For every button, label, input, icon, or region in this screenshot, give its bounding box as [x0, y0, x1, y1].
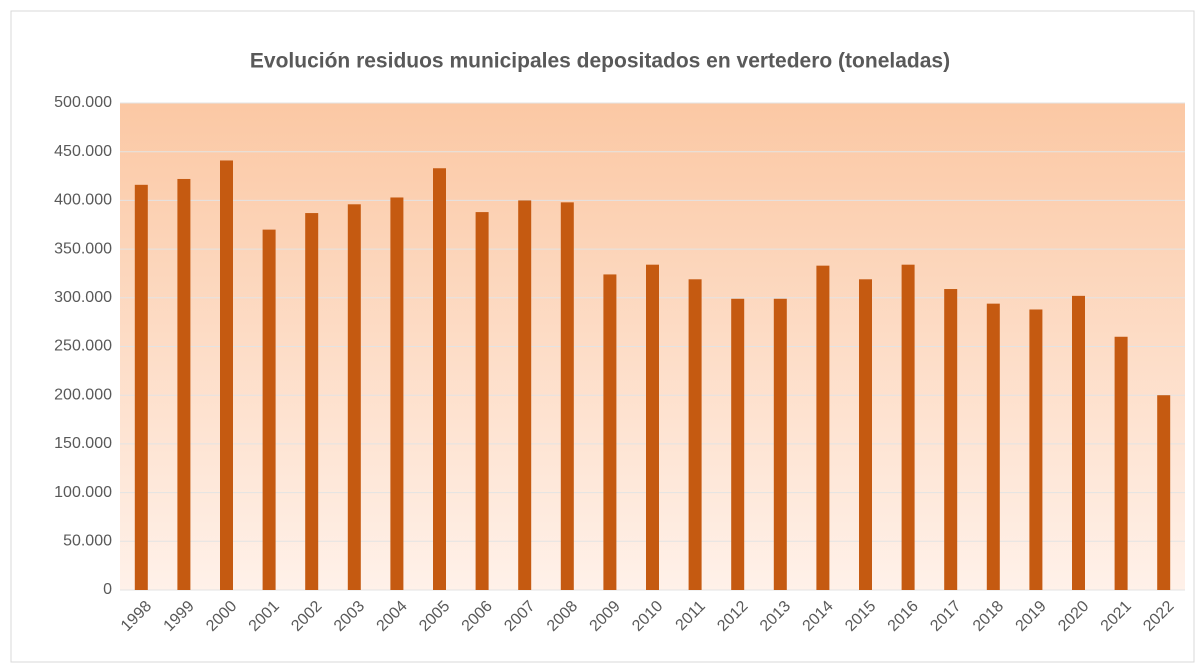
y-tick-label: 500.000 [54, 94, 112, 111]
bar [603, 274, 617, 590]
bar [220, 160, 233, 590]
bar [518, 200, 532, 590]
bar [1072, 295, 1085, 590]
y-tick-label: 300.000 [54, 289, 112, 306]
bar [177, 178, 191, 591]
y-tick-label: 350.000 [54, 240, 112, 257]
bar [1157, 395, 1171, 590]
bar [305, 213, 319, 590]
bar [816, 265, 830, 590]
y-tick-label: 450.000 [54, 143, 112, 160]
bar [134, 184, 148, 591]
bar [688, 279, 702, 590]
bar [390, 197, 404, 590]
bar [262, 229, 276, 590]
bar [944, 289, 958, 590]
bar [901, 264, 915, 590]
y-tick-label: 100.000 [54, 484, 112, 501]
bar [1114, 336, 1128, 590]
bar [646, 264, 659, 590]
chart-title: Evolución residuos municipales depositad… [250, 50, 950, 73]
y-tick-label: 250.000 [54, 338, 112, 355]
y-tick-label: 150.000 [54, 435, 112, 452]
bar [773, 298, 787, 590]
y-tick-label: 200.000 [54, 386, 112, 403]
bar [986, 303, 1000, 590]
y-tick-label: 50.000 [63, 533, 112, 550]
bar [859, 279, 872, 590]
y-tick-label: 0 [103, 581, 112, 598]
bar [475, 212, 489, 590]
bar [1029, 309, 1043, 590]
y-tick-label: 400.000 [54, 192, 112, 209]
bar [731, 298, 745, 590]
bar [347, 204, 361, 590]
bar [560, 202, 574, 590]
bar [433, 168, 446, 590]
